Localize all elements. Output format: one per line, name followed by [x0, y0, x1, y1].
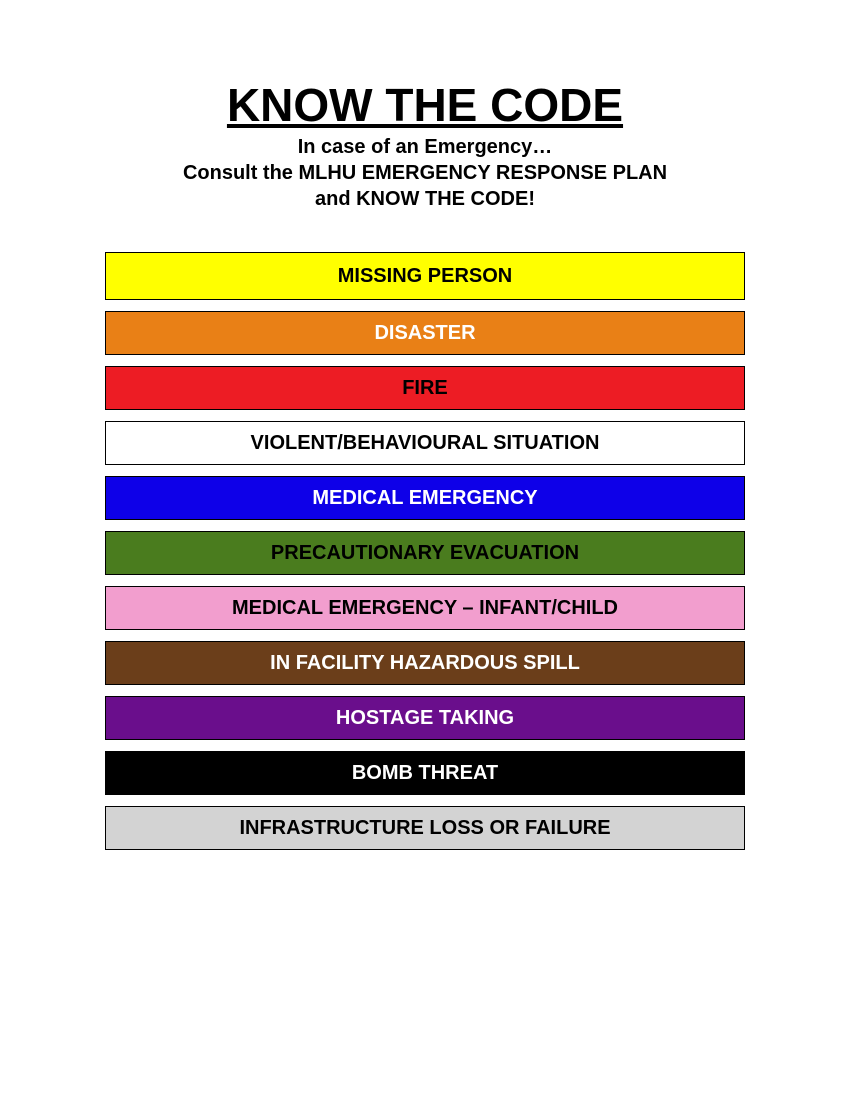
code-label: PRECAUTIONARY EVACUATION — [271, 542, 579, 565]
code-label: MEDICAL EMERGENCY – INFANT/CHILD — [232, 597, 618, 620]
codes-container: MISSING PERSON DISASTER FIRE VIOLENT/BEHAVI… — [105, 252, 745, 850]
code-bar: VIOLENT/BEHAVIOURAL SITUATION — [105, 421, 745, 465]
code-label: HOSTAGE TAKING — [336, 707, 514, 730]
code-label: IN FACILITY HAZARDOUS SPILL — [270, 652, 580, 675]
code-label: MEDICAL EMERGENCY — [312, 487, 537, 510]
code-label: MISSING PERSON — [338, 265, 512, 288]
code-bar: FIRE — [105, 366, 745, 410]
code-label: INFRASTRUCTURE LOSS OR FAILURE — [239, 817, 610, 840]
code-bar: PRECAUTIONARY EVACUATION — [105, 531, 745, 575]
code-label: VIOLENT/BEHAVIOURAL SITUATION — [251, 432, 600, 455]
code-bar: MEDICAL EMERGENCY — [105, 476, 745, 520]
code-label: DISASTER — [374, 322, 475, 345]
code-label: BOMB THREAT — [352, 762, 498, 785]
page-title: KNOW THE CODE — [0, 78, 850, 132]
code-bar: MISSING PERSON — [105, 252, 745, 300]
code-bar: HOSTAGE TAKING — [105, 696, 745, 740]
subtitle-line-1: In case of an Emergency… — [0, 134, 850, 160]
code-bar: MEDICAL EMERGENCY – INFANT/CHILD — [105, 586, 745, 630]
code-label: FIRE — [402, 377, 448, 400]
code-bar: BOMB THREAT — [105, 751, 745, 795]
code-bar: IN FACILITY HAZARDOUS SPILL — [105, 641, 745, 685]
subtitle-line-3: and KNOW THE CODE! — [0, 186, 850, 212]
header: KNOW THE CODE In case of an Emergency… C… — [0, 78, 850, 212]
subtitle-line-2: Consult the MLHU EMERGENCY RESPONSE PLAN — [0, 160, 850, 186]
code-bar: INFRASTRUCTURE LOSS OR FAILURE — [105, 806, 745, 850]
code-bar: DISASTER — [105, 311, 745, 355]
